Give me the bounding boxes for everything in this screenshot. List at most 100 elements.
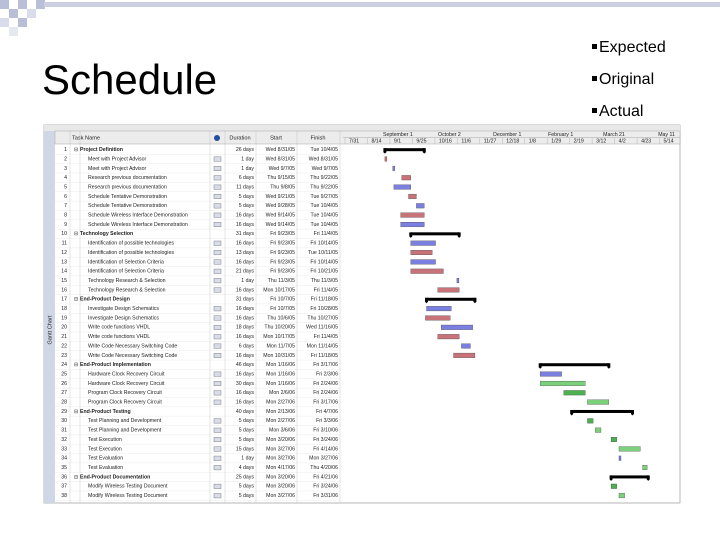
- corner-decoration: [0, 0, 720, 36]
- finish-date: Fri 11/18/05: [311, 353, 338, 359]
- note-icon: [213, 465, 222, 471]
- start-date: Fri 9/23/05: [270, 259, 295, 265]
- duration: 5 days: [239, 194, 255, 200]
- duration: 4 days: [239, 465, 255, 471]
- note-icon: [213, 203, 222, 209]
- duration: 13 days: [236, 250, 255, 256]
- task-name: Test Execution: [88, 437, 122, 443]
- task-name: Technology Research & Selection: [88, 278, 166, 284]
- collapse-icon: ⊟: [74, 409, 78, 415]
- start-date: Mon 2/13/06: [266, 409, 295, 415]
- finish-date: Wed 11/16/05: [306, 325, 338, 331]
- task-name: Program Clock Recovery Circuit: [88, 400, 162, 406]
- timescale-major: September 1: [383, 132, 413, 138]
- task-name: Research previous documentation: [88, 175, 167, 181]
- finish-date: Tue 10/4/05: [311, 147, 339, 153]
- task-bar: [563, 390, 586, 396]
- note-icon: [213, 427, 222, 433]
- duration: 21 days: [236, 269, 255, 275]
- duration: 16 days: [236, 315, 255, 321]
- row-id: 30: [61, 418, 67, 424]
- task-name: Research previous documentation: [88, 184, 167, 190]
- task-name: Technology Research & Selection: [88, 287, 166, 293]
- task-name: Investigate Design Schematics: [88, 306, 159, 312]
- start-date: Thu 10/20/05: [264, 325, 295, 331]
- finish-date: Fri 3/17/06: [313, 362, 338, 368]
- timescale-minor: 4/23: [641, 138, 651, 144]
- summary-cap: [646, 475, 650, 481]
- summary-cap: [607, 363, 611, 369]
- bullet-text: Expected: [599, 39, 666, 56]
- finish-date: Fri 3/10/06: [313, 428, 338, 434]
- collapse-icon: ⊟: [74, 362, 78, 368]
- duration: 16 days: [236, 400, 255, 406]
- note-icon: [213, 493, 222, 499]
- duration: 16 days: [236, 306, 255, 312]
- view-label: Gantt Chart: [47, 315, 53, 344]
- task-bar: [595, 427, 602, 433]
- finish-date: Fri 3/3/06: [316, 418, 338, 424]
- task-name: Write code functions VHDL: [88, 334, 150, 340]
- task-bar: [410, 250, 433, 255]
- start-date: Mon 3/27/06: [266, 456, 295, 462]
- row-id: 16: [61, 287, 67, 293]
- row-id: 4: [64, 175, 67, 181]
- summary-bar: [384, 148, 425, 152]
- start-date: Wed 8/31/05: [266, 156, 295, 162]
- row-id: 11: [62, 241, 67, 247]
- duration: 5 days: [239, 437, 255, 443]
- task-bar: [540, 371, 562, 377]
- duration: 1 day: [241, 278, 254, 284]
- timescale-minor: 12/18: [506, 138, 519, 144]
- task-bar: [642, 465, 648, 471]
- finish-date: Fri 4/21/06: [313, 474, 338, 480]
- note-icon: [213, 306, 222, 312]
- summary-cap: [538, 363, 542, 369]
- task-name: End-Product Implementation: [80, 362, 151, 368]
- timescale-minor: 2/19: [574, 138, 584, 144]
- row-id: 19: [61, 315, 67, 321]
- finish-date: Thu 10/27/05: [307, 315, 338, 321]
- start-date: Thu 11/3/05: [268, 278, 295, 284]
- row-id: 18: [61, 306, 67, 312]
- task-bar: [587, 418, 594, 424]
- task-name: Schedule Tentative Demonstration: [88, 194, 167, 200]
- note-icon: [213, 381, 222, 386]
- row-id: 28: [61, 400, 67, 406]
- note-icon: [213, 446, 222, 452]
- timescale-minor: 3/12: [596, 138, 606, 144]
- finish-date: Fri 11/4/05: [314, 287, 339, 293]
- task-name: Write Code Necessary Switching Code: [88, 353, 177, 359]
- summary-cap: [630, 409, 634, 416]
- task-name: Write Code Necessary Switching Code: [88, 343, 177, 349]
- bullet-list: Expected Original Actual: [592, 39, 666, 120]
- finish-date: Tue 9/27/05: [311, 194, 339, 200]
- row-id: 10: [61, 231, 67, 237]
- duration: 16 days: [236, 334, 255, 340]
- timescale-minor: 1/29: [551, 138, 561, 144]
- task-bar: [401, 175, 411, 181]
- note-icon: [213, 418, 222, 424]
- note-icon: [213, 156, 222, 162]
- bullet-text: Original: [599, 71, 654, 88]
- task-bar: [456, 278, 460, 284]
- finish-date: Fri 3/24/06: [313, 437, 338, 443]
- task-bar: [400, 222, 425, 227]
- bullet: [592, 76, 597, 81]
- duration: 46 days: [236, 362, 255, 368]
- duration: 6 days: [239, 175, 255, 181]
- start-date: Mon 3/20/06: [266, 437, 295, 443]
- row-id: 20: [61, 325, 67, 331]
- note-icon: [213, 287, 222, 293]
- task-bar: [437, 287, 460, 293]
- timescale-minor: 4/2: [619, 138, 626, 144]
- duration: 18 days: [236, 325, 255, 331]
- start-date: Wed 8/31/05: [266, 147, 295, 153]
- duration: 1 day: [241, 166, 254, 172]
- task-bar: [392, 165, 395, 171]
- timescale-minor: 9/1: [394, 138, 401, 144]
- start-date: Fri 10/7/05: [270, 306, 295, 312]
- note-icon: [213, 437, 222, 443]
- duration: 31 days: [236, 297, 255, 303]
